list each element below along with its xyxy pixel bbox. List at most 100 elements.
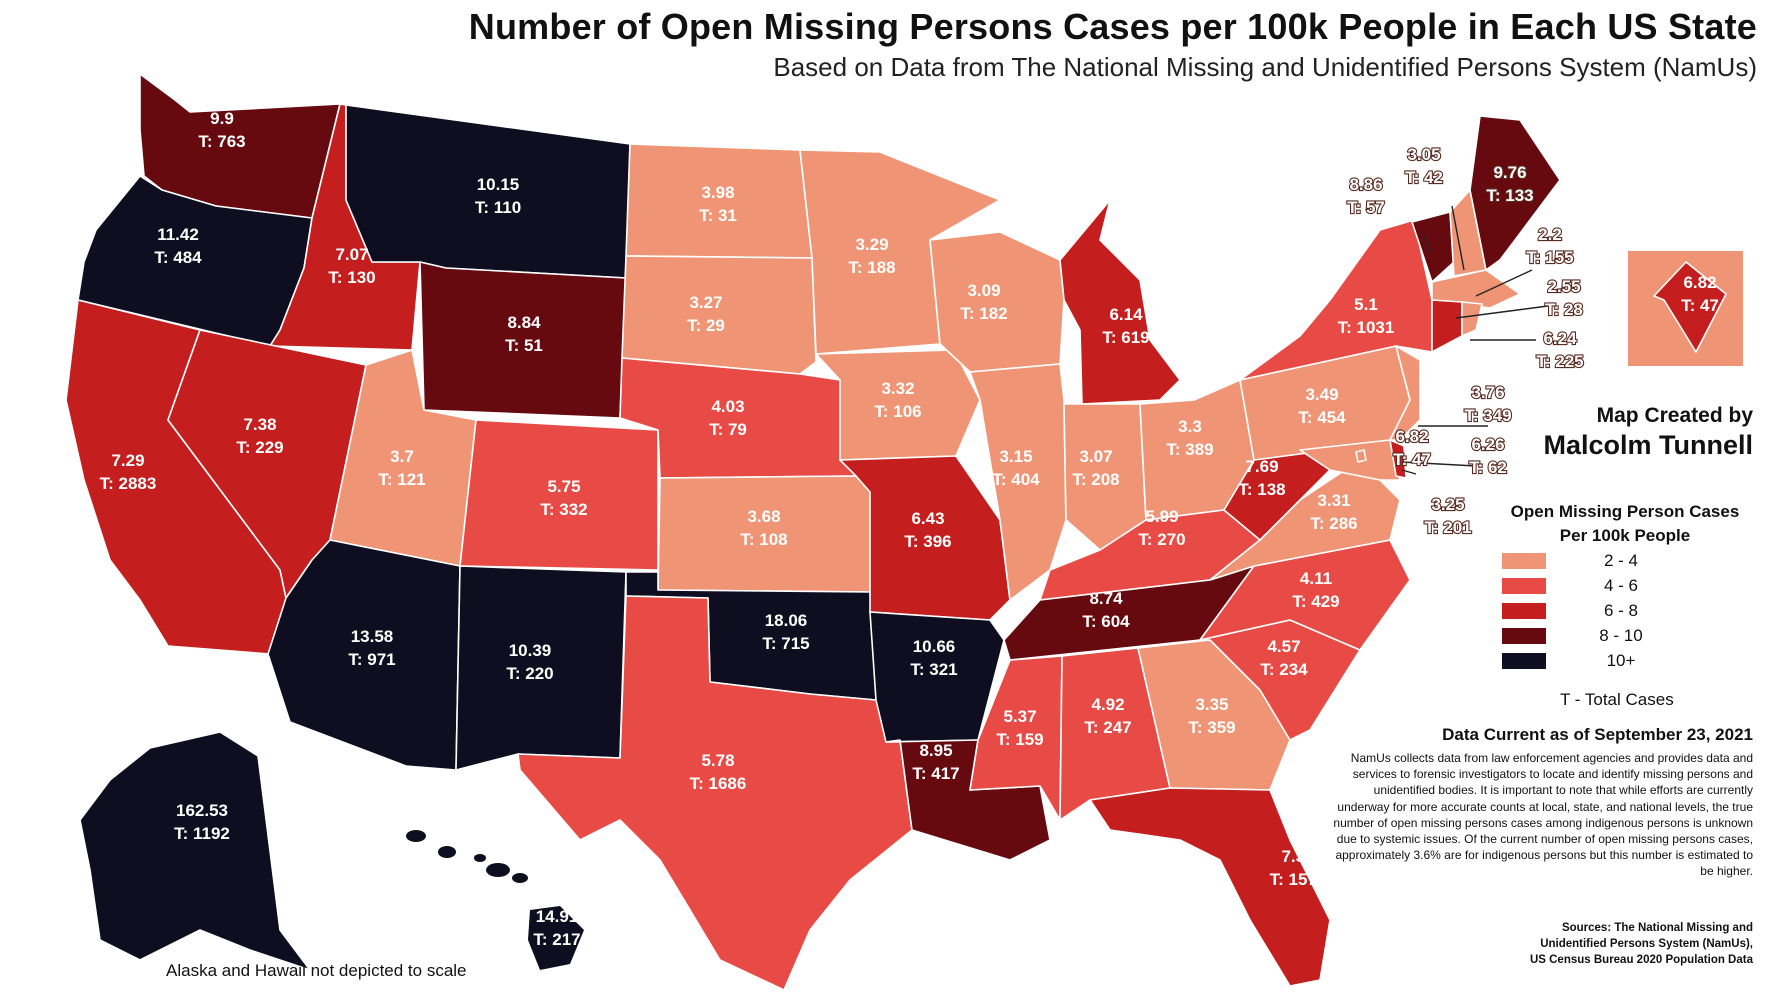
state-total-label-KY: T: 270 bbox=[1138, 530, 1185, 549]
state-CT bbox=[1431, 299, 1463, 353]
state-rate-label-WA: 9.9 bbox=[210, 109, 234, 128]
state-total-label-NY: T: 1031 bbox=[1338, 318, 1395, 337]
state-rate-label-UT: 3.7 bbox=[390, 447, 414, 466]
state-total-label-MA: T: 155 bbox=[1526, 248, 1573, 267]
state-rate-label-AZ: 13.58 bbox=[351, 627, 394, 646]
state-rate-label-MN: 3.29 bbox=[855, 235, 888, 254]
legend-row: 10+ bbox=[1502, 648, 1760, 673]
state-total-label-TX: T: 1686 bbox=[690, 774, 747, 793]
legend-row: 6 - 8 bbox=[1502, 598, 1760, 623]
state-total-label-IL: T: 404 bbox=[992, 470, 1040, 489]
legend-row: 2 - 4 bbox=[1502, 548, 1760, 573]
state-rate-label-WY: 8.84 bbox=[507, 313, 541, 332]
state-MI bbox=[1059, 199, 1181, 405]
state-rate-label-AL: 4.92 bbox=[1091, 695, 1124, 714]
state-rate-label-SC: 4.57 bbox=[1267, 637, 1300, 656]
state-total-label-OH: T: 389 bbox=[1166, 440, 1213, 459]
state-rate-label-LA: 8.95 bbox=[919, 741, 952, 760]
state-total-label-AZ: T: 971 bbox=[348, 650, 395, 669]
state-total-label-PA: T: 454 bbox=[1298, 408, 1346, 427]
total-cases-note: T - Total Cases bbox=[1560, 690, 1674, 709]
state-total-label-WY: T: 51 bbox=[505, 336, 543, 355]
state-total-label-LA: T: 417 bbox=[912, 764, 959, 783]
state-rate-label-CO: 5.75 bbox=[547, 477, 580, 496]
callout-lines bbox=[1401, 205, 1549, 475]
state-total-label-MD: T: 62 bbox=[1469, 458, 1507, 477]
credit-prefix: Map Created by bbox=[1596, 404, 1753, 427]
state-rate-label-AK: 162.53 bbox=[176, 801, 228, 820]
state-total-label-GA: T: 359 bbox=[1188, 718, 1235, 737]
legend-swatch bbox=[1502, 577, 1546, 594]
state-rate-label-NC: 4.11 bbox=[1300, 569, 1332, 588]
state-rate-label-TN: 8.74 bbox=[1089, 589, 1123, 608]
state-total-label-FL: T: 1574 bbox=[1270, 870, 1327, 889]
legend-row: 4 - 6 bbox=[1502, 573, 1760, 598]
state-total-label-DC: T: 201 bbox=[1424, 518, 1471, 537]
state-rate-label-CT: 6.24 bbox=[1543, 329, 1577, 348]
state-total-label-DE: T: 47 bbox=[1393, 450, 1431, 469]
state-WI bbox=[929, 231, 1065, 373]
alaska-hawaii-note: Alaska and Hawaii not depicted to scale bbox=[166, 961, 467, 980]
state-rate-label-IN: 3.07 bbox=[1079, 447, 1112, 466]
state-rate-label-MD: 6.26 bbox=[1471, 435, 1504, 454]
state-total-label-SD: T: 29 bbox=[687, 316, 725, 335]
state-rate-label-OH: 3.3 bbox=[1178, 417, 1202, 436]
state-total-label-HI: T: 217 bbox=[533, 930, 580, 949]
state-rate-label-PA: 3.49 bbox=[1305, 385, 1338, 404]
state-SD bbox=[621, 255, 817, 375]
state-total-label-AL: T: 247 bbox=[1084, 718, 1131, 737]
sources-line: US Census Bureau 2020 Population Data bbox=[1529, 954, 1753, 966]
state-total-label-KS: T: 108 bbox=[740, 530, 787, 549]
state-rate-label-OR: 11.42 bbox=[157, 225, 199, 244]
state-total-label-ME: T: 133 bbox=[1486, 186, 1533, 205]
state-total-label-NC: T: 429 bbox=[1292, 592, 1339, 611]
state-total-label-TN: T: 604 bbox=[1082, 612, 1130, 631]
description-text: NamUs collects data from law enforcement… bbox=[1333, 751, 1753, 879]
state-rate-label-CA: 7.29 bbox=[111, 451, 144, 470]
state-total-label-NJ: T: 349 bbox=[1464, 406, 1511, 425]
legend-swatch bbox=[1502, 652, 1546, 669]
state-total-label-DC_INSET: T: 47 bbox=[1681, 296, 1719, 315]
state-DE bbox=[1389, 439, 1407, 479]
state-DC-inset bbox=[1653, 261, 1727, 353]
state-total-label-UT: T: 121 bbox=[378, 470, 425, 489]
state-total-label-CO: T: 332 bbox=[540, 500, 587, 519]
state-rate-label-MO: 6.43 bbox=[911, 509, 944, 528]
state-rate-label-TX: 5.78 bbox=[701, 751, 734, 770]
state-rate-label-SD: 3.27 bbox=[689, 293, 722, 312]
legend-range: 10+ bbox=[1606, 650, 1636, 670]
state-rate-label-MI: 6.14 bbox=[1109, 305, 1143, 324]
state-TX bbox=[517, 595, 913, 991]
state-total-label-ID: T: 130 bbox=[328, 268, 375, 287]
state-NY bbox=[1239, 219, 1433, 381]
state-total-label-CT: T: 225 bbox=[1536, 352, 1583, 371]
state-rate-label-MT: 10.15 bbox=[477, 175, 520, 194]
legend-range: 6 - 8 bbox=[1603, 600, 1639, 620]
sources-line: Unidentified Persons System (NamUs), bbox=[1540, 938, 1753, 950]
state-total-label-WI: T: 182 bbox=[960, 304, 1007, 323]
legend-range: 8 - 10 bbox=[1599, 625, 1643, 645]
state-total-label-NM: T: 220 bbox=[506, 664, 553, 683]
state-total-label-AR: T: 321 bbox=[910, 660, 957, 679]
legend-range: 4 - 6 bbox=[1603, 575, 1639, 595]
state-total-label-NE: T: 79 bbox=[709, 420, 747, 439]
state-rate-label-ME: 9.76 bbox=[1493, 163, 1526, 182]
state-rate-label-DE: 6.82 bbox=[1395, 427, 1428, 446]
state-rate-label-NY: 5.1 bbox=[1354, 295, 1378, 314]
legend-title-line2: Per 100k People bbox=[1559, 526, 1691, 545]
credit-name: Malcolm Tunnell bbox=[1543, 430, 1753, 460]
state-RI bbox=[1461, 301, 1483, 337]
legend-row: 8 - 10 bbox=[1502, 623, 1760, 648]
state-FL bbox=[1089, 787, 1331, 987]
state-rate-label-HI: 14.91 bbox=[536, 907, 579, 926]
state-rate-label-DC: 3.25 bbox=[1431, 495, 1464, 514]
state-total-label-AK: T: 1192 bbox=[174, 824, 230, 843]
state-rate-label-IA: 3.32 bbox=[881, 379, 914, 398]
state-MA bbox=[1431, 269, 1521, 309]
state-rate-label-NE: 4.03 bbox=[711, 397, 744, 416]
state-rate-label-FL: 7.31 bbox=[1281, 847, 1314, 866]
state-rate-label-ID: 7.07 bbox=[335, 245, 368, 264]
state-rate-label-AR: 10.66 bbox=[913, 637, 956, 656]
state-total-label-NH: T: 42 bbox=[1405, 168, 1443, 187]
state-total-label-RI: T: 28 bbox=[1545, 300, 1583, 319]
